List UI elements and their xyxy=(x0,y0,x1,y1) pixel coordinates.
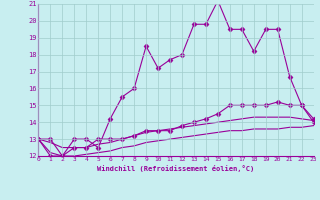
X-axis label: Windchill (Refroidissement éolien,°C): Windchill (Refroidissement éolien,°C) xyxy=(97,165,255,172)
